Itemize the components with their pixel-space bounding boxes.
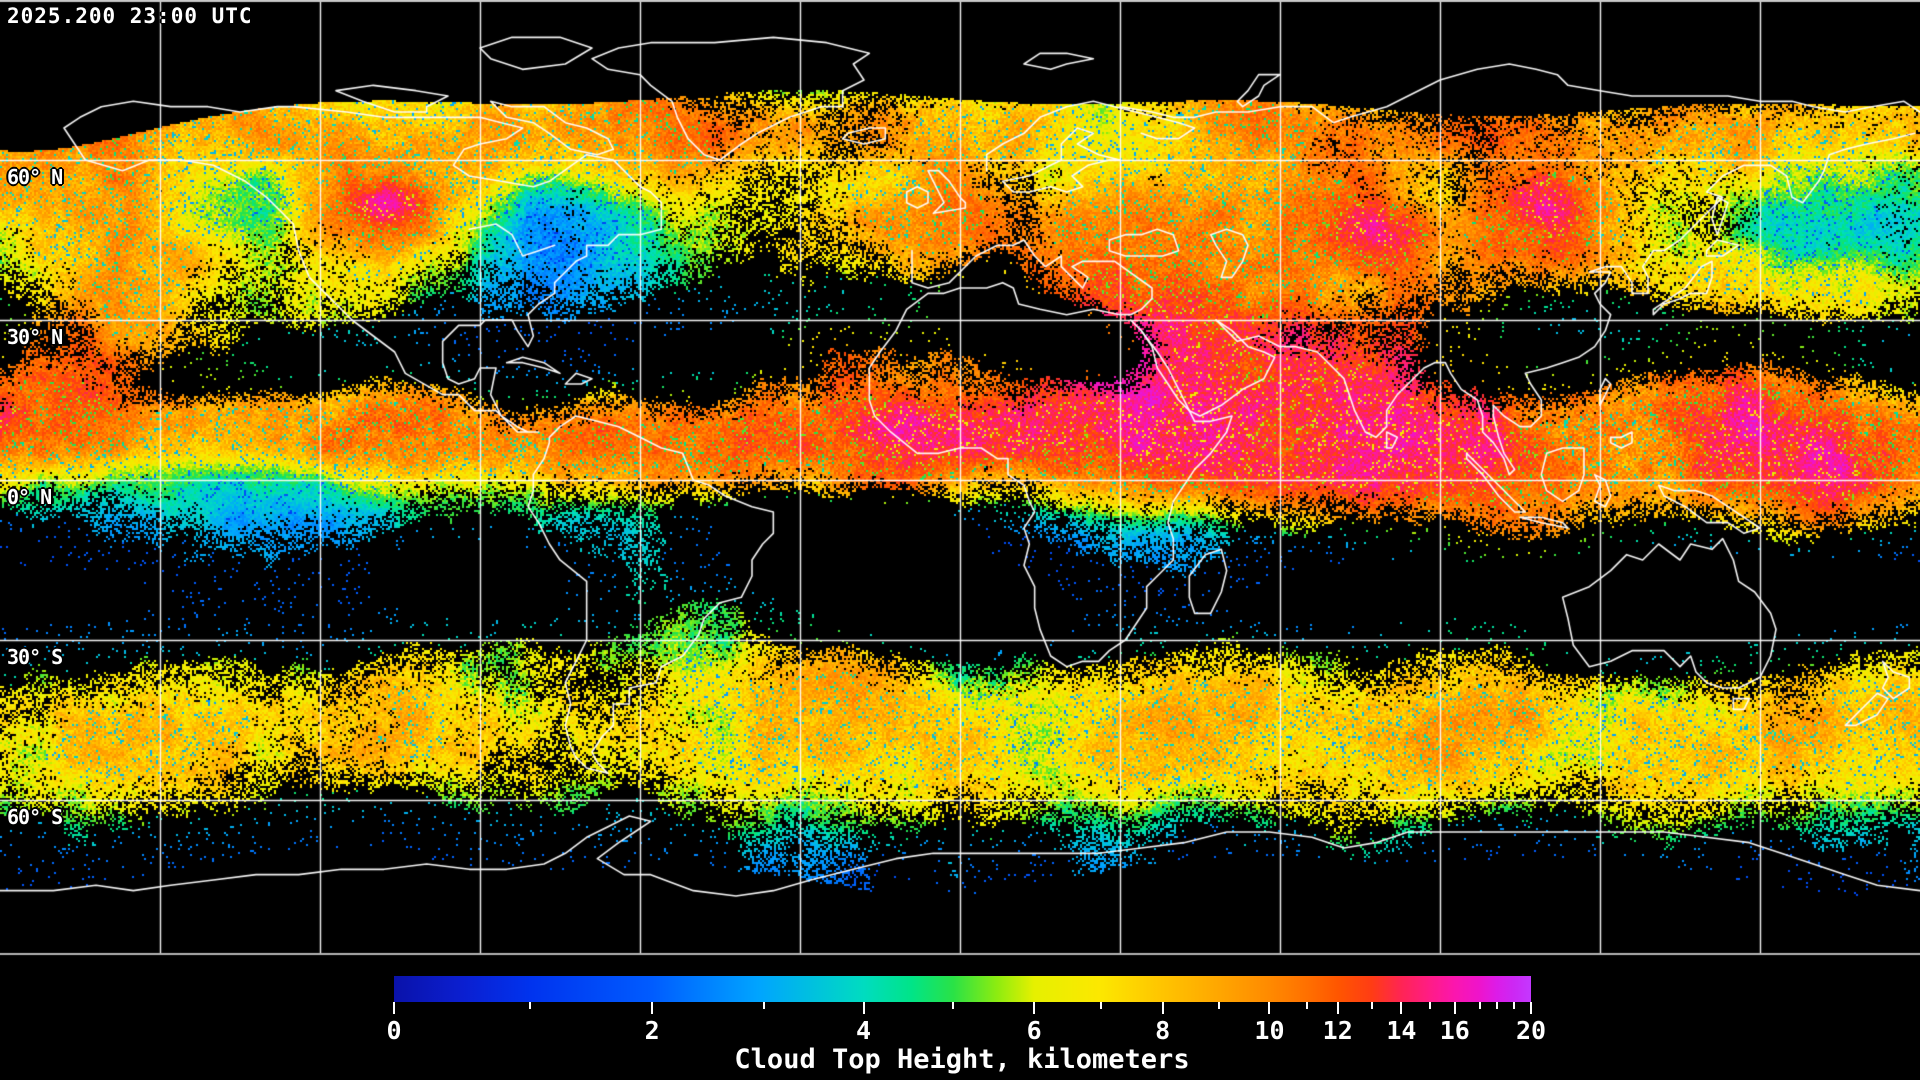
colorbar-tick-minor [952,1002,955,1009]
cloud-top-height-map [0,0,1920,956]
colorbar-tick-minor [529,1002,532,1009]
colorbar-ticks: 0 2 4 6 8 10 12 14 16 20 [386,1002,1546,1080]
latitude-label-30s: 30° S [7,645,63,669]
colorbar-tick-label: 20 [1515,1016,1547,1045]
colorbar-tick-minor [1370,1002,1373,1009]
colorbar-tick-major [651,1002,654,1014]
colorbar-gradient [394,976,1531,1002]
colorbar-tick-major [1530,1002,1532,1014]
colorbar-tick-label: 2 [644,1016,660,1045]
colorbar-tick-label: 16 [1439,1016,1470,1045]
latitude-label-0n: 0° N [7,485,52,509]
colorbar-tick-major [1268,1002,1271,1014]
colorbar-tick-minor [1495,1002,1498,1009]
colorbar-tick-major [1336,1002,1339,1014]
latitude-label-60s: 60° S [7,805,63,829]
colorbar-tick-minor [1218,1002,1221,1009]
colorbar-tick-label: 12 [1322,1016,1353,1045]
colorbar-tick-major [1161,1002,1164,1014]
colorbar-tick-minor [762,1002,765,1009]
latitude-label-60n: 60° N [7,165,63,189]
colorbar-tick-minor [1428,1002,1431,1009]
colorbar-tick-minor [1478,1002,1481,1009]
colorbar-tick-major [862,1002,865,1014]
latitude-label-30n: 30° N [7,325,63,349]
colorbar-tick-label: 0 [386,1016,402,1045]
colorbar-tick-minor [1306,1002,1308,1009]
colorbar-tick-minor [1512,1002,1515,1009]
colorbar-tick-minor [1100,1002,1103,1009]
colorbar-title: Cloud Top Height, kilometers [734,1044,1190,1075]
colorbar-tick-major [1453,1002,1456,1014]
colorbar-tick-major [393,1002,395,1014]
colorbar-tick-major [1033,1002,1036,1014]
timestamp-label: 2025.200 23:00 UTC [7,4,253,28]
colorbar-tick-label: 8 [1155,1016,1171,1045]
colorbar-tick-major [1400,1002,1403,1014]
colorbar-tick-label: 14 [1386,1016,1417,1045]
colorbar-tick-label: 10 [1254,1016,1285,1045]
colorbar-tick-label: 4 [856,1016,872,1045]
colorbar-tick-label: 6 [1026,1016,1042,1045]
